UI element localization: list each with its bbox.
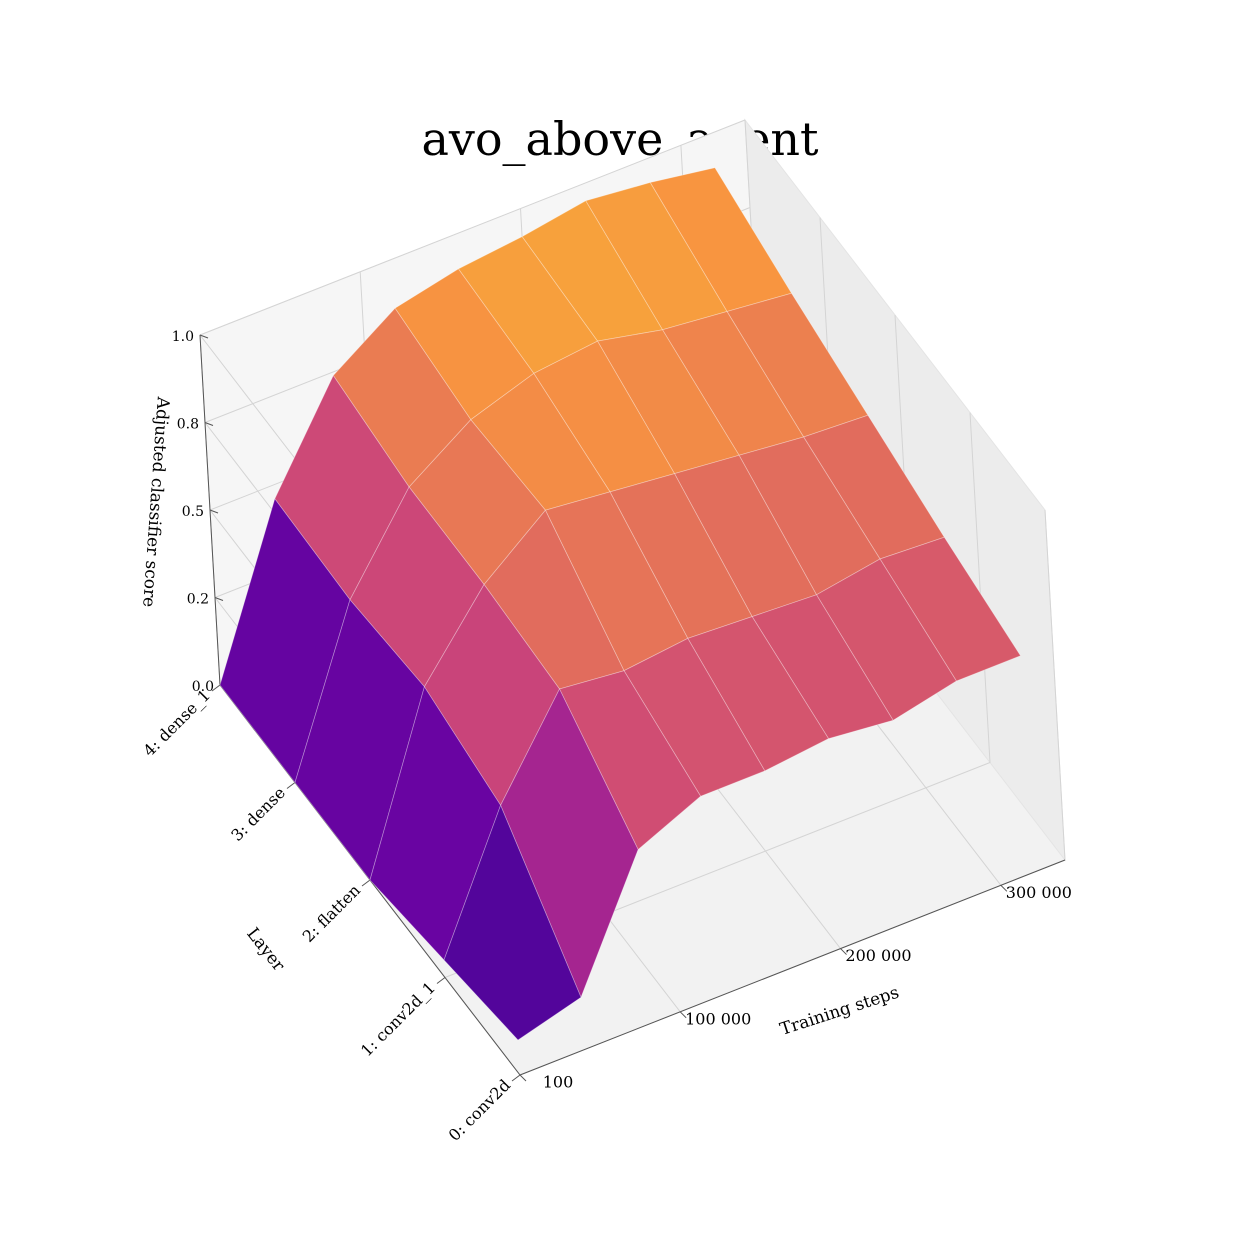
x-tick (840, 948, 847, 955)
x-axis-line (519, 859, 1066, 1076)
x-tick (519, 1074, 527, 1082)
surface-patch (609, 473, 753, 639)
surface-patch (687, 616, 830, 772)
x-axis-label: Training steps (778, 983, 902, 1040)
surface-patch (483, 509, 625, 690)
x-tick (679, 1011, 687, 1019)
surface-patch (815, 558, 957, 721)
x-tick-label: 200 000 (845, 946, 911, 965)
z-tick (214, 597, 224, 601)
y-tick-label: 1: conv2d_1 (357, 978, 439, 1060)
surface-patch (443, 804, 582, 1041)
surface-patch (623, 637, 766, 797)
y-tick-label: 2: flatten (299, 881, 364, 946)
z-tick (199, 334, 209, 339)
y-gridline (444, 412, 991, 978)
x-tick-label: 100 (543, 1073, 574, 1092)
y-tick-label: 4: dense_1 (139, 686, 214, 761)
z-axis-label: Adjusted classifier score (138, 395, 173, 608)
z-tick-label: 0.8 (177, 417, 199, 433)
y-tick (286, 782, 296, 789)
surface-patch (369, 685, 502, 961)
x-tick (1000, 884, 1008, 892)
z-tick-label: 0.0 (192, 679, 214, 695)
z-tick (209, 509, 219, 514)
y-axis-label: Layer (242, 924, 289, 976)
surface-patch (558, 670, 702, 851)
z-tick-label: 1.0 (172, 329, 194, 345)
z-tick (204, 422, 214, 426)
y-tick-label: 0: conv2d (445, 1076, 514, 1145)
surface-patch (500, 688, 639, 999)
x-tick-label: 100 000 (685, 1009, 751, 1028)
y-tick (436, 977, 446, 984)
surface-patch (521, 200, 664, 342)
surface-mesh (219, 167, 1022, 1041)
y-tick-label: 3: dense (227, 783, 289, 845)
z-tick-label: 0.5 (182, 504, 204, 520)
z-tick-label: 0.2 (187, 592, 209, 608)
surface-patch (219, 497, 351, 784)
surface-patch (802, 414, 945, 560)
y-tick (511, 1074, 521, 1082)
y-tick (361, 879, 371, 887)
y-tick (211, 684, 221, 692)
x-tick-label: 300 000 (1006, 883, 1072, 902)
